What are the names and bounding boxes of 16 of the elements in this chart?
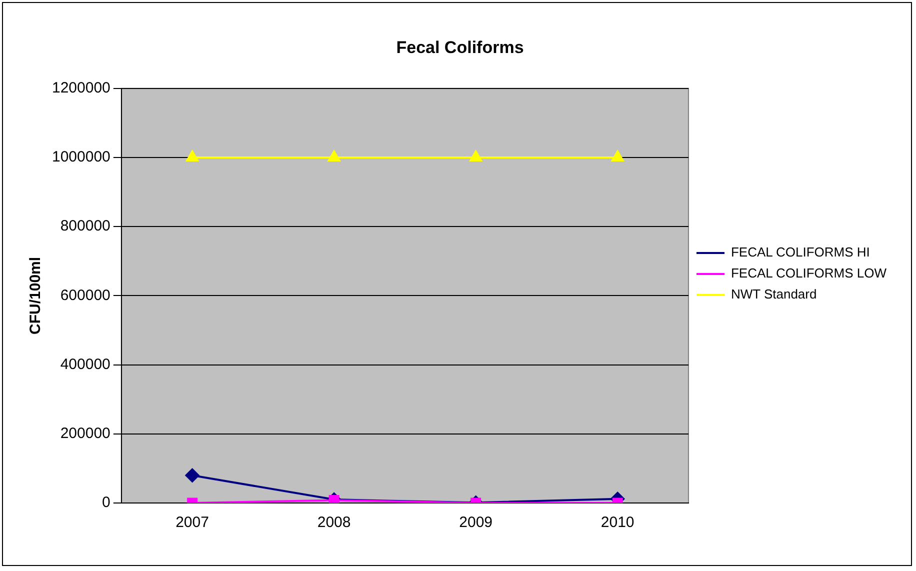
x-tick-label: 2008 (317, 514, 351, 532)
legend-label: NWT Standard (730, 286, 817, 302)
x-tick-label: 2010 (600, 514, 634, 532)
x-tick-label: 2009 (459, 514, 493, 532)
x-tick-label: 2007 (176, 514, 209, 532)
y-tick-label: 800000 (60, 218, 110, 235)
legend-label: FECAL COLIFORMS HI (730, 244, 870, 260)
chart-title: Fecal Coliforms (396, 38, 524, 57)
y-axis-title: CFU/100ml (27, 256, 44, 334)
legend-label: FECAL COLIFORMS LOW (730, 266, 888, 281)
y-tick-label: 400000 (60, 356, 110, 373)
y-tick-label: 1200000 (52, 80, 110, 97)
y-tick-label: 200000 (60, 425, 110, 442)
y-tick-label: 1000000 (52, 148, 110, 166)
y-tick-label: 0 (102, 494, 110, 512)
y-tick-label: 600000 (60, 286, 110, 304)
